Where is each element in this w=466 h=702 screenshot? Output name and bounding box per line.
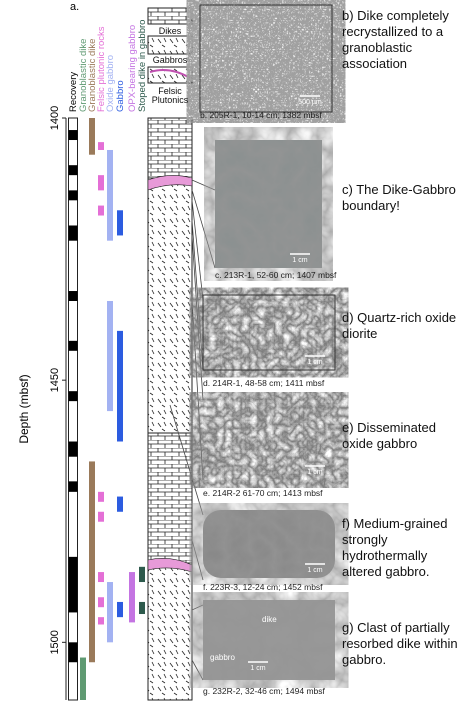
interval-bar: [98, 205, 104, 216]
column-header: Granoblastic dike: [87, 39, 98, 112]
photo: [203, 400, 335, 480]
photo-caption: c. 213R-1, 52-60 cm; 1407 mbsf: [215, 270, 337, 280]
photo: [203, 295, 335, 370]
photo-caption: e. 214R-2 61-70 cm; 1413 mbsf: [203, 488, 323, 498]
connectors: [169, 179, 216, 681]
interval-bar: [98, 142, 104, 150]
interval-bar: [98, 597, 104, 608]
interval-bar: [98, 511, 104, 522]
description: c) The Dike-Gabbro boundary!: [342, 182, 456, 213]
interval-bar: [68, 190, 78, 201]
column-header: Gabbro: [115, 80, 126, 112]
scale-label: 1 cm: [307, 567, 322, 574]
y-tick-label: 1400: [49, 106, 61, 130]
interval-bar: [129, 572, 135, 623]
photo-caption: b. 205R-1, 10-14 cm; 1382 mbsf: [200, 110, 323, 120]
interval-bar: [98, 491, 104, 502]
scale-label: 1 cm: [307, 359, 322, 366]
photo-caption: d. 214R-1, 48-58 cm; 1411 mbsf: [203, 378, 325, 388]
description: b) Dike completely recrystallized to a g…: [342, 8, 449, 71]
interval-bar: [98, 175, 104, 191]
column-header: Recovery: [68, 72, 79, 112]
interval-bar: [98, 572, 104, 583]
scale-label: 1 cm: [307, 469, 322, 476]
legend-label: Gabbros: [152, 55, 188, 65]
description: f) Medium-grained strongly hydrothermall…: [342, 516, 448, 579]
interval-bar: [68, 165, 78, 176]
column-header: Granoblastic dike: [78, 39, 89, 112]
description: d) Quartz-rich oxide diorite: [342, 310, 457, 341]
photo-caption: f. 223R-3, 12-24 cm; 1452 mbsf: [203, 582, 323, 592]
interval-bar: [107, 149, 113, 241]
column-header: Felsic plutonic rocks: [96, 26, 107, 112]
scale-label: 1 cm: [250, 665, 265, 672]
interval-bar: [107, 300, 113, 412]
interval-bar: [68, 391, 78, 402]
interval-bar: [117, 210, 123, 236]
interval-bar: [139, 601, 145, 615]
interval-bar: [68, 481, 78, 492]
interval-bar: [98, 617, 104, 625]
recovery-frame: [68, 117, 78, 701]
interval-bar: [68, 441, 78, 457]
legend-label: Dikes: [158, 26, 182, 36]
interval-bar: [139, 566, 145, 583]
interval-bar: [117, 496, 123, 512]
interval-bar: [68, 225, 78, 241]
axis-title: Depth (mbsf): [17, 374, 31, 443]
interval-bar: [117, 330, 123, 442]
y-tick-label: 1500: [49, 630, 61, 654]
description: e) Disseminated oxide gabbro: [342, 420, 436, 451]
interval-bar: [89, 118, 95, 155]
column-header: Stoped dike in gabbro: [137, 20, 148, 112]
description: g) Clast of partially resorbed dike with…: [342, 620, 458, 667]
interval-bar: [68, 642, 78, 663]
interval-bar: [68, 556, 78, 613]
interval-bar: [117, 601, 123, 618]
photo-label: dike: [262, 615, 277, 624]
photo-caption: g. 232R-2, 32-46 cm; 1494 mbsf: [203, 686, 326, 696]
interval-bar: [68, 291, 78, 301]
photo: [200, 5, 332, 112]
column-header: Oxide gabbro: [105, 55, 116, 112]
interval-bar: [68, 340, 78, 351]
panel-label: a.: [70, 1, 79, 13]
interval-bar: [68, 130, 78, 141]
scale-label: 1 cm: [292, 257, 307, 264]
interval-bar: [80, 657, 86, 700]
y-tick-label: 1450: [49, 368, 61, 392]
legend-label: Felsic Plutonics: [151, 86, 189, 105]
scale-label: 500 µm: [298, 99, 322, 106]
photo-label: gabbro: [210, 653, 235, 662]
interval-bar: [107, 582, 113, 643]
column-header: OPX-bearing gabbro: [127, 25, 138, 112]
lithology-column: [147, 7, 193, 701]
interval-bar: [89, 461, 95, 663]
